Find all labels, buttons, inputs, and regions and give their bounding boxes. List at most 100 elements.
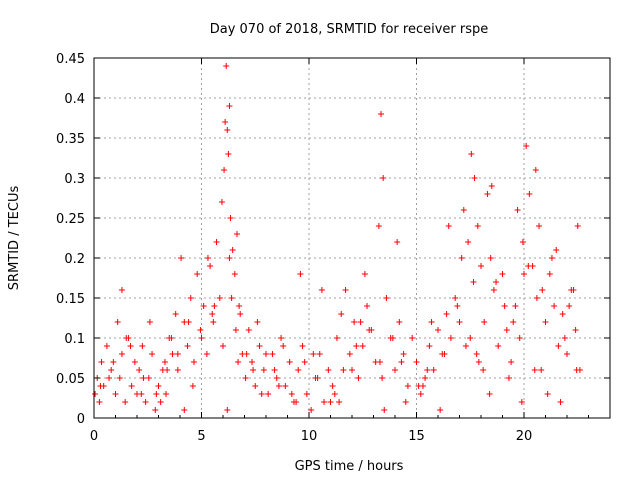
chart-title: Day 070 of 2018, SRMTID for receiver rsp…	[210, 22, 489, 37]
data-point	[231, 271, 238, 277]
data-point	[546, 271, 553, 277]
data-point	[521, 271, 527, 277]
data-point	[174, 367, 181, 373]
data-point	[471, 175, 478, 181]
data-point	[465, 239, 472, 245]
data-point	[314, 375, 321, 381]
data-point	[123, 335, 130, 341]
data-point	[98, 359, 105, 365]
data-point	[168, 335, 175, 341]
data-point	[96, 399, 103, 405]
data-point	[473, 351, 480, 357]
data-point	[338, 311, 345, 317]
data-point	[293, 399, 300, 405]
data-point	[116, 375, 123, 381]
data-point	[152, 407, 159, 413]
data-point	[224, 127, 231, 133]
data-point	[118, 287, 125, 293]
data-point	[359, 343, 366, 349]
data-point	[213, 239, 220, 245]
data-point	[97, 383, 104, 389]
data-point	[318, 287, 325, 293]
data-point	[445, 223, 452, 229]
data-point	[544, 391, 551, 397]
data-point	[216, 295, 223, 301]
data-point	[221, 167, 228, 173]
data-point	[242, 375, 249, 381]
y-axis-label: SRMTID / TECUs	[7, 186, 22, 291]
data-point	[237, 311, 244, 317]
data-point	[493, 279, 500, 285]
data-point	[271, 367, 278, 373]
data-point	[299, 343, 306, 349]
data-point	[222, 119, 229, 125]
data-point	[525, 263, 532, 269]
data-point	[200, 303, 207, 309]
data-point	[333, 335, 340, 341]
data-point	[136, 367, 143, 373]
x-tick-label: 15	[408, 429, 425, 444]
data-point	[131, 359, 138, 365]
data-point	[142, 399, 149, 405]
y-tick-label: 0.3	[64, 172, 85, 187]
y-tick-label: 0.2	[64, 252, 85, 267]
data-point	[331, 391, 338, 397]
data-point	[301, 359, 308, 365]
data-point	[210, 319, 217, 325]
data-point	[114, 319, 121, 325]
data-point	[282, 383, 289, 389]
data-point	[430, 367, 437, 373]
data-point	[542, 319, 549, 325]
data-point	[211, 303, 218, 309]
data-point	[478, 263, 484, 269]
data-point	[225, 151, 232, 157]
data-point	[573, 367, 580, 373]
data-point	[458, 255, 465, 261]
data-point	[375, 223, 382, 229]
data-point	[538, 367, 545, 373]
data-point	[139, 343, 146, 349]
plot-frame	[93, 57, 611, 419]
x-tick-label: 20	[516, 429, 533, 444]
data-point	[470, 279, 477, 285]
data-point	[555, 343, 562, 349]
data-point	[254, 319, 261, 325]
data-point	[310, 351, 317, 357]
data-point	[514, 207, 521, 213]
data-point	[532, 167, 539, 173]
data-point	[194, 271, 201, 277]
data-point	[379, 375, 386, 381]
data-point	[146, 319, 153, 325]
data-point	[349, 367, 355, 373]
data-point	[342, 287, 349, 293]
data-point	[357, 319, 364, 325]
data-point	[392, 367, 398, 373]
data-point	[428, 319, 435, 325]
x-tick-labels: 0 5 10 15 20	[90, 429, 532, 444]
data-point	[229, 247, 236, 253]
data-point	[197, 327, 204, 333]
data-point	[336, 399, 343, 405]
data-point	[437, 407, 444, 413]
data-point	[570, 287, 577, 293]
data-point	[220, 343, 226, 349]
data-point	[353, 343, 360, 349]
data-point	[409, 335, 416, 341]
data-point	[462, 343, 469, 349]
data-point	[355, 375, 362, 381]
data-point	[224, 407, 231, 413]
data-point	[346, 351, 353, 357]
data-point	[265, 391, 272, 397]
data-point	[523, 143, 530, 149]
y-tick-label: 0.4	[64, 92, 85, 107]
data-point	[380, 175, 387, 181]
data-point	[204, 255, 211, 261]
data-point	[426, 343, 433, 349]
data-point	[164, 367, 171, 373]
data-point	[487, 255, 494, 261]
data-point	[488, 183, 495, 189]
data-point	[531, 367, 538, 373]
data-point	[475, 359, 482, 365]
data-point	[92, 391, 99, 397]
data-point	[235, 359, 242, 365]
